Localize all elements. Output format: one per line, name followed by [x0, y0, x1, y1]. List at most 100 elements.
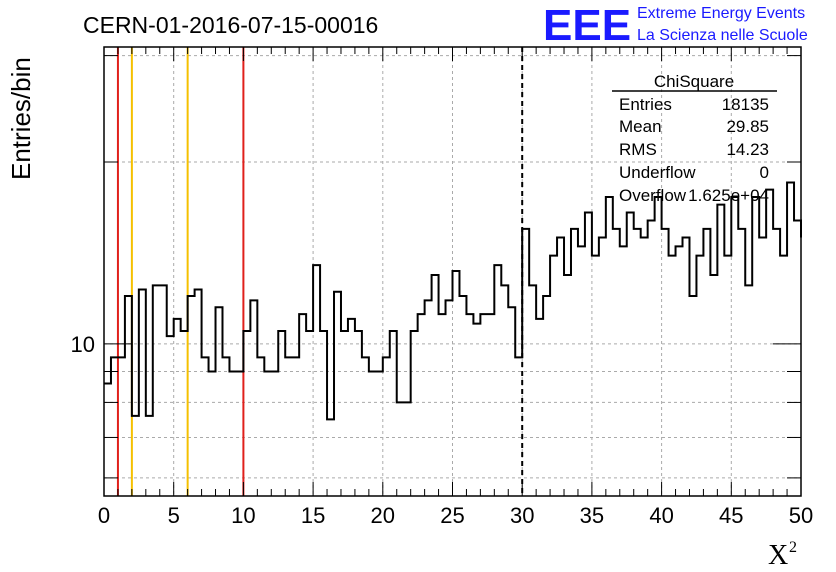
histogram-bin	[397, 402, 404, 496]
histogram-bin	[550, 256, 557, 496]
stats-box: ChiSquare Entries 18135 Mean 29.85 RMS 1…	[612, 72, 777, 205]
histogram-bin	[174, 319, 181, 496]
histogram-bin	[383, 357, 390, 496]
histogram-bin	[599, 237, 606, 496]
histogram-bin	[571, 229, 578, 496]
histogram-bin	[543, 296, 550, 496]
histogram-bin	[425, 300, 432, 496]
x-tick-label: 20	[371, 503, 395, 528]
stats-label-underflow: Underflow	[619, 163, 696, 182]
histogram-bin	[578, 246, 585, 496]
histogram-bin	[480, 314, 487, 496]
histogram-bin	[606, 197, 613, 496]
histogram-bin	[676, 246, 683, 496]
histogram-bin	[334, 292, 341, 496]
histogram-bin	[216, 307, 223, 496]
histogram-bin	[160, 285, 167, 496]
histogram-bin	[487, 314, 494, 496]
marker-lines	[116, 47, 524, 496]
histogram-bin	[209, 372, 216, 496]
histogram-bin	[794, 221, 801, 496]
histogram-bin	[348, 319, 355, 496]
histogram-bin	[320, 331, 327, 496]
histogram-bin	[250, 300, 257, 496]
histogram-bin	[787, 182, 794, 496]
histogram-bin	[453, 271, 460, 496]
x-axis-title-superscript: 2	[789, 539, 797, 556]
histogram-bin	[292, 357, 299, 496]
x-tick-label: 30	[510, 503, 534, 528]
histogram-bin	[229, 372, 236, 496]
histogram-bin	[536, 319, 543, 496]
histogram-bin	[432, 275, 439, 496]
histogram-bin	[669, 256, 676, 496]
histogram-bin	[710, 275, 717, 496]
histogram-bin	[355, 331, 362, 496]
histogram-bin	[522, 229, 529, 496]
histogram-bin	[125, 296, 132, 496]
histogram-bin	[390, 331, 397, 496]
x-tick-label: 45	[719, 503, 743, 528]
histogram-bin	[473, 324, 480, 496]
histogram-bin	[752, 197, 759, 496]
histogram-bins	[104, 181, 802, 496]
histogram-bin	[585, 212, 592, 496]
stats-label-entries: Entries	[619, 95, 672, 114]
histogram-bin	[780, 256, 787, 496]
histogram-bin	[662, 229, 669, 496]
histogram-bin	[724, 256, 731, 496]
x-tick-label: 5	[168, 503, 180, 528]
histogram-bin	[696, 256, 703, 496]
histogram-bin	[515, 357, 522, 496]
histogram-outline	[104, 181, 802, 421]
histogram-bin	[306, 331, 313, 496]
histogram-bin	[564, 275, 571, 496]
histogram-bin	[446, 300, 453, 496]
histogram-bin	[299, 314, 306, 496]
histogram-bin	[689, 296, 696, 496]
histogram-bin	[362, 357, 369, 496]
histogram-bin	[118, 357, 125, 496]
x-tick-label: 15	[301, 503, 325, 528]
histogram-bin	[655, 197, 662, 496]
histogram-bin	[759, 237, 766, 496]
histogram-bin	[278, 331, 285, 496]
histogram-bin	[104, 383, 111, 496]
x-tick-label: 0	[98, 503, 110, 528]
histogram-bin	[683, 237, 690, 496]
histogram-bin	[411, 331, 418, 496]
histogram-bin	[188, 296, 195, 496]
histogram-bin	[703, 229, 710, 496]
stats-label-rms: RMS	[619, 140, 657, 159]
histogram-bin	[613, 229, 620, 496]
stats-value-rms: 14.23	[726, 140, 769, 159]
histogram-bin	[717, 205, 724, 496]
histogram-bin	[404, 402, 411, 496]
x-tick-label: 35	[580, 503, 604, 528]
histogram-bin	[634, 229, 641, 496]
chart-title: CERN-01-2016-07-15-00016	[83, 12, 378, 38]
stats-value-entries: 18135	[722, 95, 769, 114]
tick-labels: 0 5 10 15 20 25 30 35 40 45 50 10	[71, 332, 814, 528]
histogram-bin	[508, 307, 515, 496]
stats-label-mean: Mean	[619, 117, 662, 136]
histogram-bin	[146, 416, 153, 496]
histogram-bin	[167, 336, 174, 496]
plot-frame	[103, 46, 802, 497]
histogram-bin	[181, 331, 188, 496]
stats-value-mean: 29.85	[726, 117, 769, 136]
histogram-bin	[418, 314, 425, 496]
x-tick-label: 50	[789, 503, 813, 528]
histogram-bin	[439, 314, 446, 496]
histogram-bin	[459, 296, 466, 496]
histogram-bin	[641, 237, 648, 496]
histogram-bin	[731, 197, 738, 496]
histogram-bin	[557, 237, 564, 496]
histogram-bin	[264, 372, 271, 496]
stats-title: ChiSquare	[654, 72, 734, 91]
histogram-bin	[236, 372, 243, 496]
histogram-bin	[153, 285, 160, 496]
x-axis-title: X	[768, 540, 788, 571]
histogram-bin	[773, 229, 780, 496]
